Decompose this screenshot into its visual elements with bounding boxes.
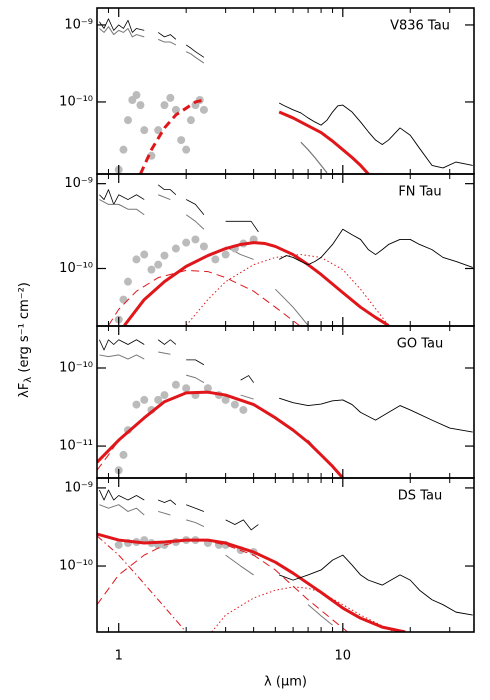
sed-curve xyxy=(99,26,205,64)
data-point xyxy=(132,255,141,264)
data-point xyxy=(166,93,175,102)
plot-area xyxy=(99,18,473,174)
data-point xyxy=(182,384,191,393)
y-tick-label: 10⁻¹⁰ xyxy=(59,94,93,109)
data-point xyxy=(191,235,200,244)
sed-curve xyxy=(97,539,348,632)
data-point xyxy=(221,250,230,259)
data-point xyxy=(160,101,169,110)
data-point xyxy=(160,391,169,400)
y-label-sub: λ xyxy=(23,377,34,383)
data-point xyxy=(171,244,180,253)
plot-area xyxy=(97,339,473,478)
sed-curve xyxy=(279,554,473,616)
data-point xyxy=(171,380,180,389)
data-point xyxy=(140,395,149,404)
data-point xyxy=(160,251,169,260)
sed-curve xyxy=(99,194,309,326)
sed-curve xyxy=(278,110,370,174)
plot-area xyxy=(97,489,473,632)
data-point xyxy=(182,145,191,154)
sed-curve xyxy=(185,254,389,326)
data-point xyxy=(136,101,145,110)
panel-title: GO Tau xyxy=(397,337,443,352)
sed-curve xyxy=(97,439,120,471)
data-point xyxy=(123,116,132,125)
panel-title: FN Tau xyxy=(398,185,441,200)
plot-area xyxy=(99,184,473,326)
data-point xyxy=(221,395,230,404)
data-point xyxy=(211,255,220,264)
sed-curve xyxy=(123,241,390,326)
data-point xyxy=(119,450,128,459)
data-point xyxy=(114,540,123,549)
sed-curve xyxy=(108,269,300,326)
y-label-rest: (erg s⁻¹ cm⁻²) xyxy=(17,282,32,377)
sed-curve xyxy=(97,390,344,478)
sed-curve xyxy=(99,489,259,531)
panel-title: DS Tau xyxy=(398,489,442,504)
sed-curve xyxy=(139,98,205,174)
sed-curve xyxy=(278,228,473,268)
data-point xyxy=(199,105,208,114)
y-tick-label: 10⁻⁹ xyxy=(64,176,93,191)
data-point xyxy=(177,136,186,145)
sed-curve xyxy=(97,535,187,632)
panel-frame xyxy=(96,477,475,633)
data-point xyxy=(147,151,156,160)
sed-curve xyxy=(99,351,344,478)
y-tick-label: 10⁻¹⁰ xyxy=(59,360,93,375)
sed-curve xyxy=(99,184,259,233)
y-tick-label: 10⁻⁹ xyxy=(64,480,93,495)
data-point xyxy=(147,265,156,274)
sed-curve xyxy=(279,397,473,433)
data-point xyxy=(140,126,149,135)
y-tick-label: 10⁻¹¹ xyxy=(59,439,93,454)
sed-curve xyxy=(300,141,328,174)
x-tick-label: 10 xyxy=(335,649,352,664)
x-tick-label: 1 xyxy=(115,649,123,664)
data-point xyxy=(154,395,163,404)
x-axis-label: λ (μm) xyxy=(264,675,307,690)
data-point xyxy=(182,238,191,247)
y-label-main: λF xyxy=(17,383,32,398)
data-point xyxy=(239,405,248,414)
sed-curve xyxy=(99,339,254,383)
y-axis-label: λFλ (erg s⁻¹ cm⁻²) xyxy=(17,282,35,398)
sed-curve xyxy=(211,586,395,632)
y-tick-label: 10⁻⁹ xyxy=(64,17,93,32)
data-point xyxy=(186,116,195,125)
data-point xyxy=(132,400,141,409)
data-point xyxy=(230,400,239,409)
y-tick-label: 10⁻¹⁰ xyxy=(59,261,93,276)
data-point xyxy=(203,384,212,393)
data-point xyxy=(140,250,149,259)
data-point xyxy=(119,295,128,304)
data-point xyxy=(132,91,141,100)
data-point xyxy=(199,242,208,251)
data-point xyxy=(154,260,163,269)
sed-curve xyxy=(97,532,406,632)
data-point xyxy=(119,145,128,154)
sed-curve xyxy=(99,504,333,626)
sed-curve xyxy=(99,18,205,58)
sed-curve xyxy=(278,102,473,169)
panel-title: V836 Tau xyxy=(390,19,450,34)
data-point xyxy=(123,277,132,286)
y-tick-label: 10⁻¹⁰ xyxy=(59,559,93,574)
